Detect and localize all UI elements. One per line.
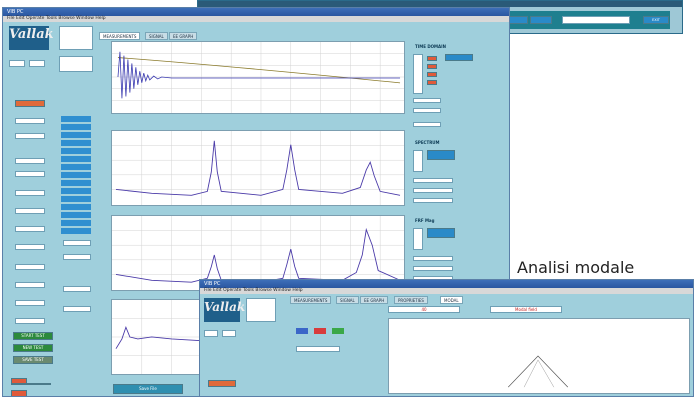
modal-tabs: MEASUREMENTS SIGNAL EE GRAPH PROPRIETIES…	[290, 296, 693, 304]
modal-shape-line-2	[523, 359, 555, 388]
frf-mag-field-2[interactable]	[413, 266, 453, 271]
modal-color-swatch-2[interactable]	[314, 328, 326, 334]
save-file-button[interactable]: Save File	[113, 384, 183, 394]
spectrum-plot	[111, 130, 405, 206]
frf-mag-panel-title: FRF Mag	[415, 218, 435, 223]
time-domain-red-3[interactable]	[427, 72, 437, 77]
modal-analysis-caption: Analisi modale	[517, 258, 635, 277]
time-domain-field-2[interactable]	[413, 108, 441, 113]
start-test-button[interactable]: START TEST	[13, 332, 53, 340]
decay-envelope-line	[117, 57, 401, 84]
spectrum-panel-title: SPECTRUM	[415, 140, 440, 145]
save-test-button[interactable]: SAVE TEST	[13, 356, 53, 364]
left-field-7[interactable]	[15, 226, 45, 232]
modal-color-swatch-3[interactable]	[332, 328, 344, 334]
modal-logo-preview	[246, 298, 276, 322]
frf-mag-field-1[interactable]	[413, 256, 453, 261]
modal-name-field[interactable]: Modal field	[490, 306, 562, 313]
spectrum-field-3[interactable]	[413, 198, 453, 203]
tab-ee-graph[interactable]: EE GRAPH	[169, 32, 198, 40]
modal-tab-proprieties[interactable]: PROPRIETIES	[394, 296, 428, 304]
modal-tab-signal[interactable]: SIGNAL	[336, 296, 359, 304]
time-domain-meter	[413, 54, 423, 94]
top-input-field[interactable]	[562, 16, 630, 24]
left-field-6[interactable]	[15, 208, 45, 214]
left-field-3[interactable]	[15, 158, 45, 164]
modal-input-1[interactable]	[296, 346, 340, 352]
frf-phase-line	[115, 325, 206, 349]
modal-tab-ee-graph[interactable]: EE GRAPH	[360, 296, 389, 304]
time-signal-line	[117, 51, 401, 99]
right-field-3[interactable]	[63, 286, 91, 292]
modal-red-button[interactable]	[208, 380, 236, 387]
modal-shape-svg	[507, 355, 569, 388]
right-field-1[interactable]	[63, 240, 91, 246]
left-field-5[interactable]	[15, 190, 45, 196]
left-field-1[interactable]	[15, 118, 45, 124]
left-field-4[interactable]	[15, 171, 45, 177]
channel-selector[interactable]	[59, 56, 93, 72]
param-field-1[interactable]	[9, 60, 25, 67]
spectrum-line	[115, 140, 401, 196]
modal-tab-measurements[interactable]: MEASUREMENTS	[290, 296, 332, 304]
time-domain-svg	[112, 42, 404, 113]
time-domain-action[interactable]	[445, 54, 473, 61]
frf-mag-action[interactable]	[427, 228, 455, 238]
left-field-9[interactable]	[15, 264, 45, 270]
frf-mag-meter	[413, 228, 423, 250]
exit-button[interactable]: EXIT	[643, 16, 669, 24]
main-window-title: VIB PC	[3, 8, 509, 16]
frf-mag-line	[115, 227, 401, 283]
right-field-2[interactable]	[63, 254, 91, 260]
time-domain-field-3[interactable]	[413, 122, 441, 127]
left-field-12[interactable]	[15, 318, 45, 324]
frf-mag-svg	[112, 216, 404, 290]
start-test-button[interactable]	[11, 383, 51, 385]
modal-app-logo: Vallak	[204, 298, 245, 322]
left-field-11[interactable]	[15, 300, 45, 306]
spectrum-meter	[413, 150, 423, 172]
modal-window: VIB PC File Edit Operate Tools Browse Wi…	[199, 279, 694, 397]
new-test-button[interactable]: NEW TEST	[13, 344, 53, 352]
modal-shape-line	[507, 355, 569, 388]
top-window-frame	[198, 1, 682, 7]
modal-window-title: VIB PC	[200, 280, 693, 288]
app-logo: Vallak	[9, 26, 54, 50]
tab-signal[interactable]: SIGNAL	[145, 32, 168, 40]
modal-window-menubar: File Edit Operate Tools Browse Window He…	[200, 288, 693, 294]
right-field-4[interactable]	[63, 306, 91, 312]
main-window-menubar: File Edit Operate Tools Browse Window He…	[3, 16, 509, 22]
time-domain-red-2[interactable]	[427, 64, 437, 69]
modal-shape-plot	[388, 318, 690, 394]
spectrum-field-1[interactable]	[413, 178, 453, 183]
modal-color-swatch-1[interactable]	[296, 328, 308, 334]
time-domain-plot	[111, 41, 405, 114]
modal-value-field[interactable]: 40	[388, 306, 460, 313]
left-field-2[interactable]	[15, 133, 45, 139]
spectrum-field-2[interactable]	[413, 188, 453, 193]
red-option-button[interactable]	[15, 100, 45, 107]
modal-tab-modal[interactable]: MODAL	[440, 296, 463, 304]
param-field-2[interactable]	[29, 60, 45, 67]
tab-measurements[interactable]: MEASUREMENTS	[99, 32, 141, 40]
left-field-8[interactable]	[15, 244, 45, 250]
mode-button-3[interactable]	[530, 16, 552, 24]
time-domain-panel-title: TIME DOMAIN	[415, 44, 446, 49]
time-domain-field-1[interactable]	[413, 98, 441, 103]
spectrum-action[interactable]	[427, 150, 455, 160]
channel-matrix[interactable]	[61, 116, 91, 234]
left-field-10[interactable]	[15, 282, 45, 288]
frf-mag-plot	[111, 215, 405, 291]
spectrum-svg	[112, 131, 404, 205]
option-button-red-2[interactable]	[11, 390, 27, 396]
modal-param-1[interactable]	[204, 330, 218, 337]
modal-param-2[interactable]	[222, 330, 236, 337]
logo-preview-box	[59, 26, 93, 50]
time-domain-red-4[interactable]	[427, 80, 437, 85]
time-domain-red-1[interactable]	[427, 56, 437, 61]
main-tabs: MEASUREMENTS SIGNAL EE GRAPH	[99, 32, 299, 40]
